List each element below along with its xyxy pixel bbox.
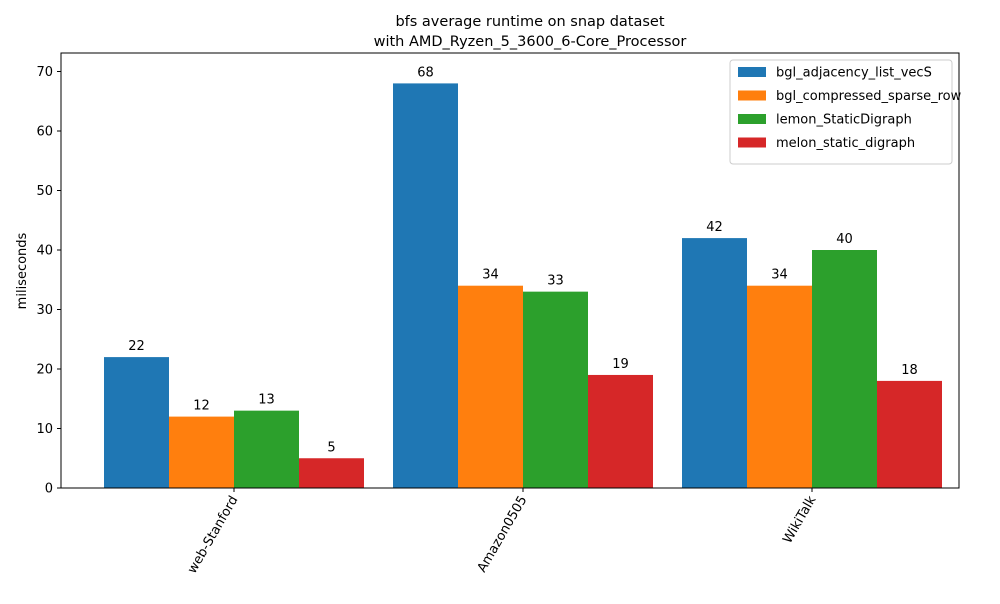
legend-label: bgl_compressed_sparse_row <box>776 89 962 104</box>
y-tick-label: 60 <box>36 125 53 140</box>
data-label: 33 <box>547 274 564 289</box>
bar-bgl_compressed_sparse_row-WikiTalk <box>747 285 812 488</box>
data-label: 34 <box>771 268 788 283</box>
data-label: 19 <box>612 357 629 372</box>
y-tick-label: 70 <box>36 65 53 80</box>
legend-swatch <box>738 90 766 101</box>
y-axis-label: miliseconds <box>15 232 30 309</box>
data-label: 22 <box>128 339 145 354</box>
bar-bgl_adjacency_list_vecS-WikiTalk <box>682 238 747 488</box>
data-label: 34 <box>482 268 499 283</box>
bar-bgl_compressed_sparse_row-web-Stanford <box>169 416 234 488</box>
bar-lemon_StaticDigraph-WikiTalk <box>812 250 877 488</box>
data-label: 40 <box>836 232 853 247</box>
data-label: 12 <box>193 399 210 414</box>
legend-swatch <box>738 114 766 124</box>
plot-frame <box>60 52 960 489</box>
legend-swatch <box>738 67 766 77</box>
data-label: 68 <box>417 65 434 80</box>
bar-bgl_adjacency_list_vecS-Amazon0505 <box>393 83 458 489</box>
legend: bgl_adjacency_list_vecS bgl_compressed_sp… <box>729 59 962 165</box>
y-tick-label: 40 <box>36 244 53 259</box>
chart-title-line2: with AMD_Ryzen_5_3600_6-Core_Processor <box>374 34 687 50</box>
data-label: 42 <box>706 220 723 235</box>
bar-melon_static_digraph-WikiTalk <box>877 380 942 488</box>
data-label: 13 <box>258 393 275 408</box>
legend-label: lemon_StaticDigraph <box>776 113 912 128</box>
chart-title-line1: bfs average runtime on snap dataset <box>395 14 664 30</box>
data-label: 5 <box>327 440 335 455</box>
legend-label: bgl_adjacency_list_vecS <box>776 66 932 81</box>
y-tick-label: 20 <box>36 363 53 378</box>
bar-lemon_StaticDigraph-Amazon0505 <box>523 291 588 488</box>
data-label: 18 <box>901 363 918 378</box>
bar-bgl_compressed_sparse_row-Amazon0505 <box>458 285 523 488</box>
y-tick-label: 0 <box>45 482 53 497</box>
bar-melon_static_digraph-web-Stanford <box>299 458 364 488</box>
y-tick-label: 30 <box>36 303 53 318</box>
y-tick-label: 10 <box>36 422 53 437</box>
legend-swatch <box>738 137 766 148</box>
bar-lemon_StaticDigraph-web-Stanford <box>234 410 299 488</box>
legend-box <box>729 59 953 165</box>
y-tick-label: 50 <box>36 184 53 199</box>
bar-bgl_adjacency_list_vecS-web-Stanford <box>104 357 169 488</box>
bar-melon_static_digraph-Amazon0505 <box>588 374 653 488</box>
legend-label: melon_static_digraph <box>776 136 915 151</box>
